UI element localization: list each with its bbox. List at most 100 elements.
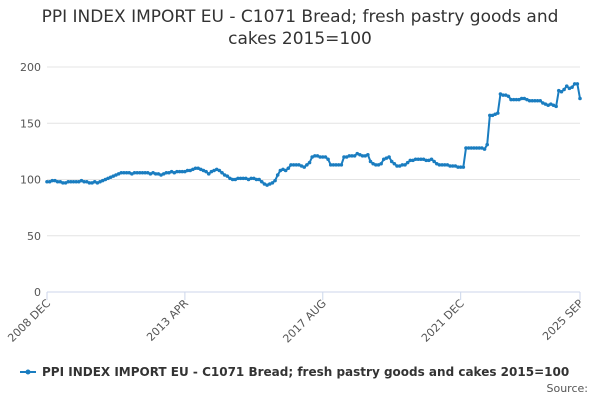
point <box>488 113 492 118</box>
point <box>352 154 357 158</box>
point <box>313 154 317 158</box>
point <box>368 159 373 164</box>
point <box>249 176 253 181</box>
point <box>535 98 540 103</box>
point <box>472 146 476 150</box>
point <box>514 97 519 102</box>
point <box>379 161 383 166</box>
point <box>400 163 405 167</box>
point <box>138 170 142 175</box>
point <box>122 170 126 175</box>
source: Source: <box>547 382 589 395</box>
point <box>440 163 444 167</box>
y-tick-label: 150 <box>20 117 41 130</box>
x-tick-label: 2008 DEC <box>5 297 53 345</box>
point <box>533 98 537 103</box>
point <box>519 96 524 101</box>
point <box>564 84 569 88</box>
point <box>530 98 535 103</box>
point <box>283 168 288 173</box>
point <box>305 163 309 167</box>
point <box>275 173 280 177</box>
point <box>466 146 471 150</box>
point <box>429 157 434 162</box>
point <box>374 163 378 167</box>
point <box>527 98 532 103</box>
point <box>124 170 129 175</box>
point <box>236 176 240 181</box>
point <box>408 158 413 163</box>
point <box>339 163 344 167</box>
point <box>450 164 455 168</box>
point <box>82 179 86 184</box>
point <box>193 166 198 171</box>
point <box>347 154 352 158</box>
point <box>143 170 147 175</box>
y-tick-label: 200 <box>20 61 41 74</box>
point <box>302 165 307 169</box>
y-tick-label: 100 <box>20 174 41 187</box>
point <box>366 152 370 157</box>
point <box>87 181 92 185</box>
series-line <box>47 82 581 187</box>
point <box>474 146 479 150</box>
y-tick-label: 0 <box>34 286 41 299</box>
point <box>164 170 169 175</box>
point <box>511 97 516 102</box>
point <box>217 168 222 173</box>
point <box>575 82 580 86</box>
point <box>485 142 489 147</box>
point <box>562 87 566 92</box>
point <box>413 157 418 162</box>
point <box>132 170 137 175</box>
point <box>360 154 365 158</box>
point <box>230 177 235 182</box>
y-tick-label: 50 <box>27 230 41 243</box>
point <box>392 161 397 166</box>
point <box>442 163 447 167</box>
x-tick-label: 2025 SEP <box>540 297 586 343</box>
point <box>180 169 185 174</box>
point <box>331 163 336 167</box>
x-tick-label: 2013 APR <box>144 297 191 344</box>
point <box>61 181 65 185</box>
point <box>395 164 399 168</box>
point <box>66 179 71 184</box>
point <box>506 94 511 99</box>
point <box>458 165 463 169</box>
point <box>419 157 423 162</box>
point <box>273 178 277 183</box>
point <box>403 163 407 167</box>
point <box>135 170 139 175</box>
point <box>578 96 582 101</box>
point <box>55 179 60 184</box>
point <box>416 157 421 162</box>
point <box>119 170 124 175</box>
x-tick-label: 2017 AUG <box>280 297 329 346</box>
point <box>307 160 312 165</box>
point <box>238 176 243 181</box>
point <box>336 163 341 167</box>
point <box>204 169 208 174</box>
point <box>342 155 346 159</box>
point <box>45 179 49 184</box>
point <box>206 172 211 176</box>
point <box>286 166 291 171</box>
point <box>254 177 259 182</box>
point <box>389 159 394 164</box>
point <box>538 98 543 103</box>
x-tick-label: 2021 DEC <box>419 297 467 345</box>
point <box>323 155 328 159</box>
point <box>153 172 158 176</box>
point <box>501 93 505 97</box>
point <box>50 178 55 183</box>
point <box>570 85 574 90</box>
point <box>437 163 442 167</box>
point <box>185 168 190 173</box>
point <box>477 146 482 150</box>
point <box>432 159 436 164</box>
point <box>289 163 293 167</box>
point <box>241 176 246 181</box>
